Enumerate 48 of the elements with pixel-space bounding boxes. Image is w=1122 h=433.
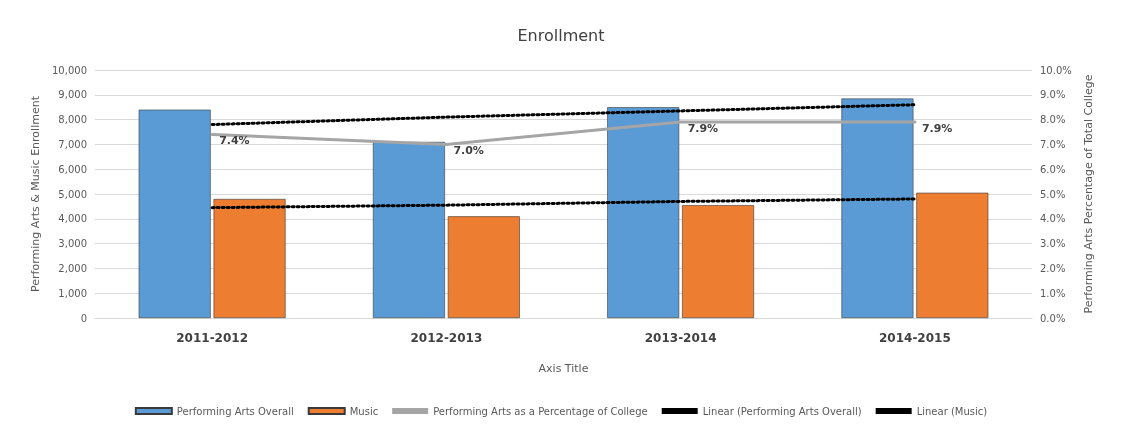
y2-tick-label: 1.0% bbox=[1040, 287, 1066, 299]
x-tick-label: 2011-2012 bbox=[176, 331, 249, 345]
y2-tick-label: 4.0% bbox=[1040, 213, 1066, 225]
y2-tick-label: 3.0% bbox=[1040, 238, 1066, 250]
y-axis-title: Performing Arts & Music Enrollment bbox=[29, 95, 43, 292]
x-tick-label: 2012-2013 bbox=[410, 331, 483, 345]
bar bbox=[213, 198, 286, 318]
y-tick-label: 0 bbox=[80, 312, 87, 324]
data-label: 7.0% bbox=[453, 143, 484, 157]
y-tick-label: 2,000 bbox=[58, 262, 87, 274]
data-label: 7.9% bbox=[921, 121, 953, 135]
y-tick-label: 10,000 bbox=[52, 64, 87, 76]
y-tick-label: 1,000 bbox=[58, 287, 87, 299]
y-tick-label: 3,000 bbox=[58, 238, 87, 250]
y2-tick-label: 2.0% bbox=[1040, 262, 1066, 274]
y2-tick-label: 0.0% bbox=[1040, 312, 1066, 324]
y-tick-label: 4,000 bbox=[58, 213, 87, 225]
bar bbox=[372, 141, 445, 318]
y-tick-label: 7,000 bbox=[58, 138, 87, 150]
y2-tick-label: 8.0% bbox=[1040, 114, 1066, 126]
y2-axis-title: Performing Arts Percentage of Total College bbox=[1081, 74, 1095, 314]
bar bbox=[841, 98, 914, 318]
x-tick-label: 2014-2015 bbox=[878, 331, 951, 345]
chart-title: Enrollment bbox=[517, 25, 605, 45]
x-tick-label: 2013-2014 bbox=[644, 331, 717, 345]
legend-label: Linear (Performing Arts Overall) bbox=[702, 405, 862, 417]
y2-tick-label: 7.0% bbox=[1040, 138, 1066, 150]
legend-label: Performing Arts as a Percentage of College bbox=[433, 405, 648, 417]
y2-tick-label: 10.0% bbox=[1040, 64, 1072, 76]
y2-tick-label: 6.0% bbox=[1040, 163, 1066, 175]
y2-tick-label: 5.0% bbox=[1040, 188, 1066, 200]
line-series bbox=[210, 197, 917, 210]
legend-label: Linear (Music) bbox=[916, 405, 988, 417]
data-label: 7.4% bbox=[219, 133, 250, 147]
x-axis-title: Axis Title bbox=[538, 362, 589, 375]
y-tick-label: 5,000 bbox=[58, 188, 87, 200]
y-tick-label: 8,000 bbox=[58, 114, 87, 126]
legend-label: Performing Arts Overall bbox=[176, 405, 294, 417]
data-label: 7.9% bbox=[687, 121, 719, 135]
bar bbox=[607, 107, 680, 318]
y2-tick-label: 9.0% bbox=[1040, 89, 1066, 101]
legend-label: Music bbox=[349, 405, 379, 417]
bar bbox=[916, 192, 989, 318]
bar bbox=[682, 205, 755, 318]
bar bbox=[138, 109, 211, 318]
y-tick-label: 9,000 bbox=[58, 89, 87, 101]
y-tick-label: 6,000 bbox=[58, 163, 87, 175]
bar bbox=[447, 216, 520, 318]
